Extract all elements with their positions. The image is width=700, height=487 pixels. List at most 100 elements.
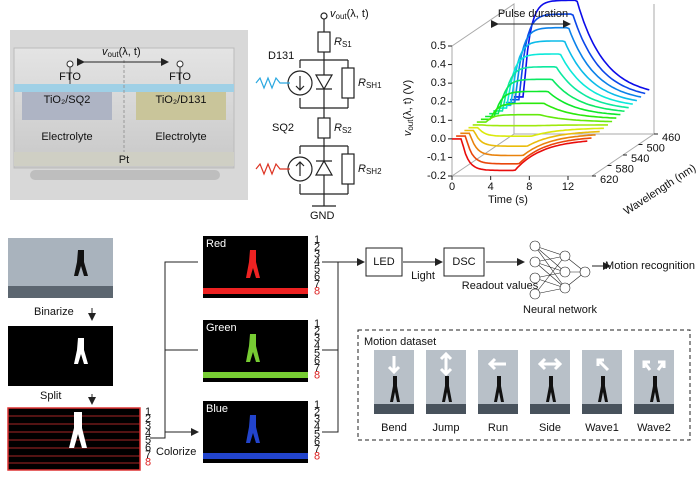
network: Neural network [523, 304, 597, 316]
r: R [334, 122, 342, 134]
channel-label: Red [206, 238, 226, 250]
annotation: Pulse duration [498, 8, 568, 20]
electrolyte: Electrolyte [155, 131, 206, 143]
v: v [330, 8, 337, 20]
electrolyte: Electrolyte [41, 131, 92, 143]
motion-arrow [387, 356, 401, 375]
trace [514, 0, 650, 98]
x-tick-label: 4 [488, 181, 494, 193]
floor [530, 404, 570, 414]
row-number: 4 [314, 421, 320, 433]
circuit [255, 12, 355, 207]
response-plot: 0.5 0.4 0.3 0.2 0.1 0.0 -0.1 -0.20 4 8 12 460500540… [427, 0, 680, 193]
trace [501, 40, 638, 107]
ground-label: GND [310, 210, 335, 222]
output: Motion recognition [605, 260, 695, 272]
floor [478, 404, 518, 414]
sub: out [336, 12, 348, 21]
trace [460, 132, 596, 157]
trace [476, 113, 613, 123]
dataset-title: Motion dataset [364, 336, 436, 348]
trace [480, 102, 617, 121]
resistor-label: RSH1 [358, 77, 382, 90]
row-number: 1 [314, 318, 320, 330]
y-tick-label: 0.1 [431, 114, 446, 126]
motion-label: Side [539, 422, 561, 434]
row-number: 1 [314, 234, 320, 246]
dye: TiO₂/SQ2 [44, 94, 91, 106]
r: R [358, 163, 366, 175]
plot-frame [451, 3, 655, 177]
row-number: 6 [314, 355, 320, 367]
resistor-label: RS1 [334, 36, 352, 49]
row-number: 6 [314, 271, 320, 283]
z-tick-label: 460 [662, 132, 680, 144]
row-number: 2 [314, 406, 320, 418]
row-number: 8 [314, 370, 320, 382]
person [442, 376, 452, 402]
dye-label: D131 [268, 50, 294, 62]
z-tick-label: 540 [631, 153, 649, 165]
row-number: 7 [145, 449, 151, 461]
z-tick-label: 580 [616, 163, 634, 175]
row-number: 5 [314, 429, 320, 441]
y-tick-label: 0.5 [431, 40, 446, 52]
floor [374, 404, 414, 414]
y-tick-label: -0.1 [427, 151, 446, 163]
row-number: 8 [314, 451, 320, 463]
y-tick-label: 0.2 [431, 96, 446, 108]
light: Light [411, 270, 435, 282]
person [494, 376, 504, 402]
row-number: 4 [314, 256, 320, 268]
counter-electrode: Pt [119, 154, 129, 166]
floor [582, 404, 622, 414]
row-number: 8 [145, 456, 151, 468]
unit: (V) [402, 80, 414, 95]
y-label: vout(λ, t) (V) [402, 80, 415, 136]
motion-arrow [537, 357, 563, 371]
row-number: 5 [314, 348, 320, 360]
motion-arrow [642, 360, 666, 371]
device-illustration [10, 30, 248, 200]
row-number: 7 [314, 443, 320, 455]
person [650, 376, 660, 402]
dsc: DSC [452, 256, 475, 268]
r: R [334, 36, 342, 48]
sub: out [406, 119, 415, 131]
motion-label: Run [488, 422, 508, 434]
row-number: 1 [314, 399, 320, 411]
row-number: 6 [145, 442, 151, 454]
row-number: 7 [314, 362, 320, 374]
r: R [358, 77, 366, 89]
trace [452, 138, 588, 172]
person [598, 376, 608, 402]
trace [497, 53, 633, 109]
sub: S2 [342, 126, 352, 135]
vout-label: vout(λ, t) [330, 8, 369, 21]
arg: (λ, t) [347, 8, 369, 20]
y-tick-label: -0.2 [427, 170, 446, 182]
pipeline-graphics [7, 236, 691, 471]
trace [468, 126, 604, 137]
row-number: 8 [314, 286, 320, 298]
row-number: 2 [145, 413, 151, 425]
motion-label: Jump [433, 422, 460, 434]
motion-arrow [596, 358, 610, 372]
row-number: 3 [314, 333, 320, 345]
dye: TiO₂/D131 [156, 94, 207, 106]
floor [426, 404, 466, 414]
x-tick-label: 8 [526, 181, 532, 193]
row-number: 3 [145, 420, 151, 432]
sub: S1 [342, 40, 352, 49]
motion-arrow [487, 357, 506, 371]
sub: out [108, 50, 120, 59]
motion-dataset: Bend Jump Run Side Wave1 Wave2 [374, 350, 674, 434]
step-label: Binarize [34, 306, 74, 318]
trace [505, 26, 642, 104]
led: LED [373, 256, 394, 268]
z-tick-label: 500 [647, 142, 665, 154]
row-number: 3 [314, 414, 320, 426]
dye-label: SQ2 [272, 122, 294, 134]
readout: Readout values [462, 280, 539, 292]
x-tick-label: 0 [449, 181, 455, 193]
